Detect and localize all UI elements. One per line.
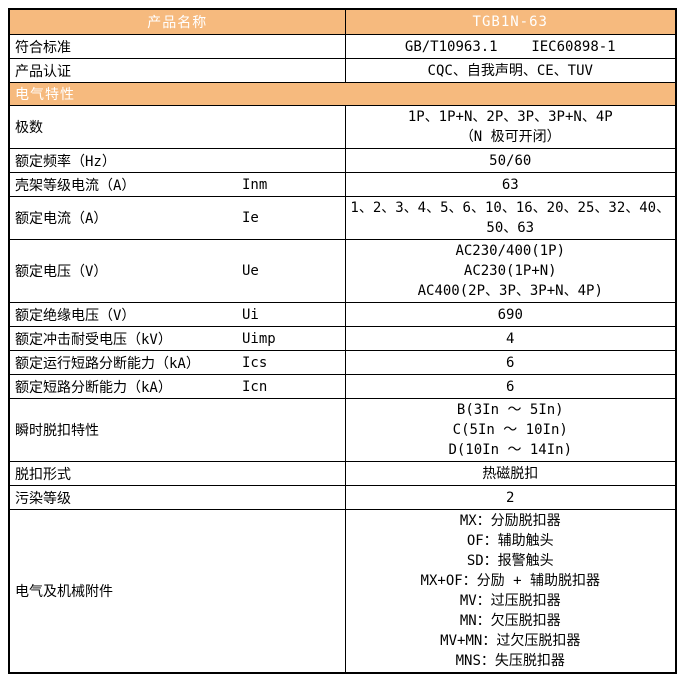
row-label: 壳架等级电流（A） <box>15 177 136 194</box>
row-value: CQC、自我声明、CE、TUV <box>344 58 677 83</box>
row-value: 热磁脱扣 <box>344 461 677 486</box>
row-symbol: Icn <box>242 378 268 395</box>
row-label: 瞬时脱扣特性 <box>15 423 99 439</box>
table-row-tripping-characteristic: 瞬时脱扣特性 B(3In ～ 5In) C(5In ～ 10In) D(10In… <box>8 398 677 462</box>
row-value: 6 <box>344 350 677 375</box>
row-symbol: Ics <box>242 354 268 371</box>
row-value: 690 <box>344 302 677 327</box>
row-label: 产品认证 <box>15 63 71 80</box>
row-symbol: Uimp <box>242 330 276 347</box>
table-row-ultimate-breaking-capacity: 额定短路分断能力（kA） Icn 6 <box>8 374 677 399</box>
row-label: 额定电压（V） <box>15 264 108 280</box>
row-label: 额定电流（A） <box>15 211 108 227</box>
row-label: 额定短路分断能力（kA） <box>15 379 172 396</box>
row-symbol: Ie <box>242 210 259 226</box>
row-value: 50/60 <box>344 148 677 173</box>
row-value: 4 <box>344 326 677 351</box>
table-row-standards: 符合标准 GB/T10963.1 IEC60898-1 <box>8 34 677 59</box>
row-symbol: Ue <box>242 263 259 279</box>
table-header-row: 产品名称 TGB1N-63 <box>8 8 677 35</box>
table-row-rated-current: 额定电流（A） Ie 1、2、3、4、5、6、10、16、20、25、32、40、… <box>8 196 677 240</box>
table-row-frame-current: 壳架等级电流（A） Inm 63 <box>8 172 677 197</box>
row-value: 1P、1P+N、2P、3P、3P+N、4P （N 极可开闭） <box>344 105 677 149</box>
row-label: 污染等级 <box>15 490 71 507</box>
table-row-accessories: 电气及机械附件 MX：分励脱扣器 OF：辅助触头 SD：报警触头 MX+OF：分… <box>8 509 677 674</box>
table-row-poles: 极数 1P、1P+N、2P、3P、3P+N、4P （N 极可开闭） <box>8 105 677 149</box>
table-row-trip-type: 脱扣形式 热磁脱扣 <box>8 461 677 486</box>
row-value: AC230/400(1P) AC230(1P+N) AC400(2P、3P、3P… <box>344 239 677 303</box>
row-label: 额定运行短路分断能力（kA） <box>15 355 200 372</box>
row-label: 符合标准 <box>15 39 71 56</box>
row-label: 电气及机械附件 <box>15 584 113 600</box>
row-value: B(3In ～ 5In) C(5In ～ 10In) D(10In ～ 14In… <box>344 398 677 462</box>
section-header-electrical: 电气特性 <box>8 82 677 106</box>
row-label: 脱扣形式 <box>15 466 71 483</box>
row-value: 6 <box>344 374 677 399</box>
table-row-pollution-degree: 污染等级 2 <box>8 485 677 510</box>
table-row-impulse-voltage: 额定冲击耐受电压（kV） Uimp 4 <box>8 326 677 351</box>
row-symbol: Inm <box>242 176 268 193</box>
row-label: 额定冲击耐受电压（kV） <box>15 331 172 348</box>
table-row-rated-voltage: 额定电压（V） Ue AC230/400(1P) AC230(1P+N) AC40… <box>8 239 677 303</box>
section-title: 电气特性 <box>8 82 677 106</box>
table-row-service-breaking-capacity: 额定运行短路分断能力（kA） Ics 6 <box>8 350 677 375</box>
table-row-rated-frequency: 额定频率（Hz） 50/60 <box>8 148 677 173</box>
table-row-insulation-voltage: 额定绝缘电压（V） Ui 690 <box>8 302 677 327</box>
product-spec-table: 产品名称 TGB1N-63 符合标准 GB/T10963.1 IEC60898-… <box>8 8 677 674</box>
row-label: 额定频率（Hz） <box>15 153 116 170</box>
row-label: 额定绝缘电压（V） <box>15 307 136 324</box>
row-value: MX：分励脱扣器 OF：辅助触头 SD：报警触头 MX+OF：分励 + 辅助脱扣… <box>344 509 677 674</box>
row-symbol: Ui <box>242 306 259 323</box>
row-value: GB/T10963.1 IEC60898-1 <box>344 34 677 59</box>
row-label: 极数 <box>15 120 43 136</box>
table-row-certification: 产品认证 CQC、自我声明、CE、TUV <box>8 58 677 83</box>
row-value: 2 <box>344 485 677 510</box>
row-value: 63 <box>344 172 677 197</box>
product-model-header: TGB1N-63 <box>344 8 677 35</box>
product-name-header: 产品名称 <box>8 8 346 35</box>
row-value: 1、2、3、4、5、6、10、16、20、25、32、40、50、63 <box>344 196 677 240</box>
